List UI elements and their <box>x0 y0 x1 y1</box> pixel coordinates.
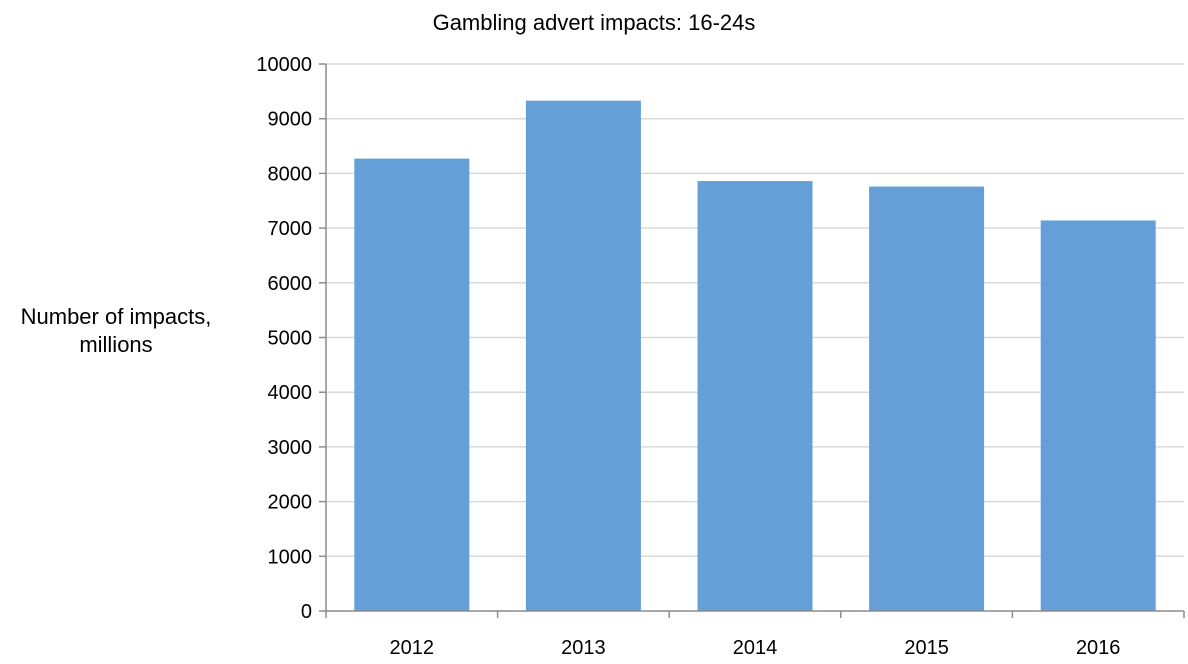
y-tick-label: 10000 <box>256 54 312 76</box>
y-tick-label: 1000 <box>268 546 313 568</box>
bar-2015 <box>869 186 985 611</box>
chart-title: Gambling advert impacts: 16-24s <box>432 10 756 35</box>
x-tick-label: 2016 <box>1076 637 1121 659</box>
bar-2013 <box>525 100 641 612</box>
x-tick-label: 2014 <box>733 637 778 659</box>
y-tick-label: 5000 <box>268 328 313 350</box>
bars <box>354 100 1156 612</box>
y-axis-title: Number of impacts, millions <box>20 304 212 357</box>
bar-2012 <box>354 158 470 612</box>
bar-2016 <box>1040 220 1156 611</box>
x-tick-label: 2013 <box>561 637 606 659</box>
x-axis-ticks: 2012 2013 2014 2015 2016 <box>390 637 1121 659</box>
y-tick-label: 4000 <box>268 382 313 404</box>
y-tick-label: 6000 <box>268 273 313 295</box>
y-tick-label: 9000 <box>268 109 313 131</box>
y-tick-label: 7000 <box>268 218 313 240</box>
y-tick-label: 2000 <box>268 492 313 514</box>
bar-2014 <box>697 181 813 612</box>
x-tick-label: 2015 <box>904 637 949 659</box>
axes <box>319 63 1185 618</box>
y-tick-label: 8000 <box>268 163 313 185</box>
x-tick-label: 2012 <box>390 637 435 659</box>
y-tick-label: 0 <box>301 601 312 623</box>
y-tick-label: 3000 <box>268 437 313 459</box>
y-axis-ticks: 0 1000 2000 3000 4000 5000 6000 7000 8000 9000 100… <box>256 54 312 623</box>
